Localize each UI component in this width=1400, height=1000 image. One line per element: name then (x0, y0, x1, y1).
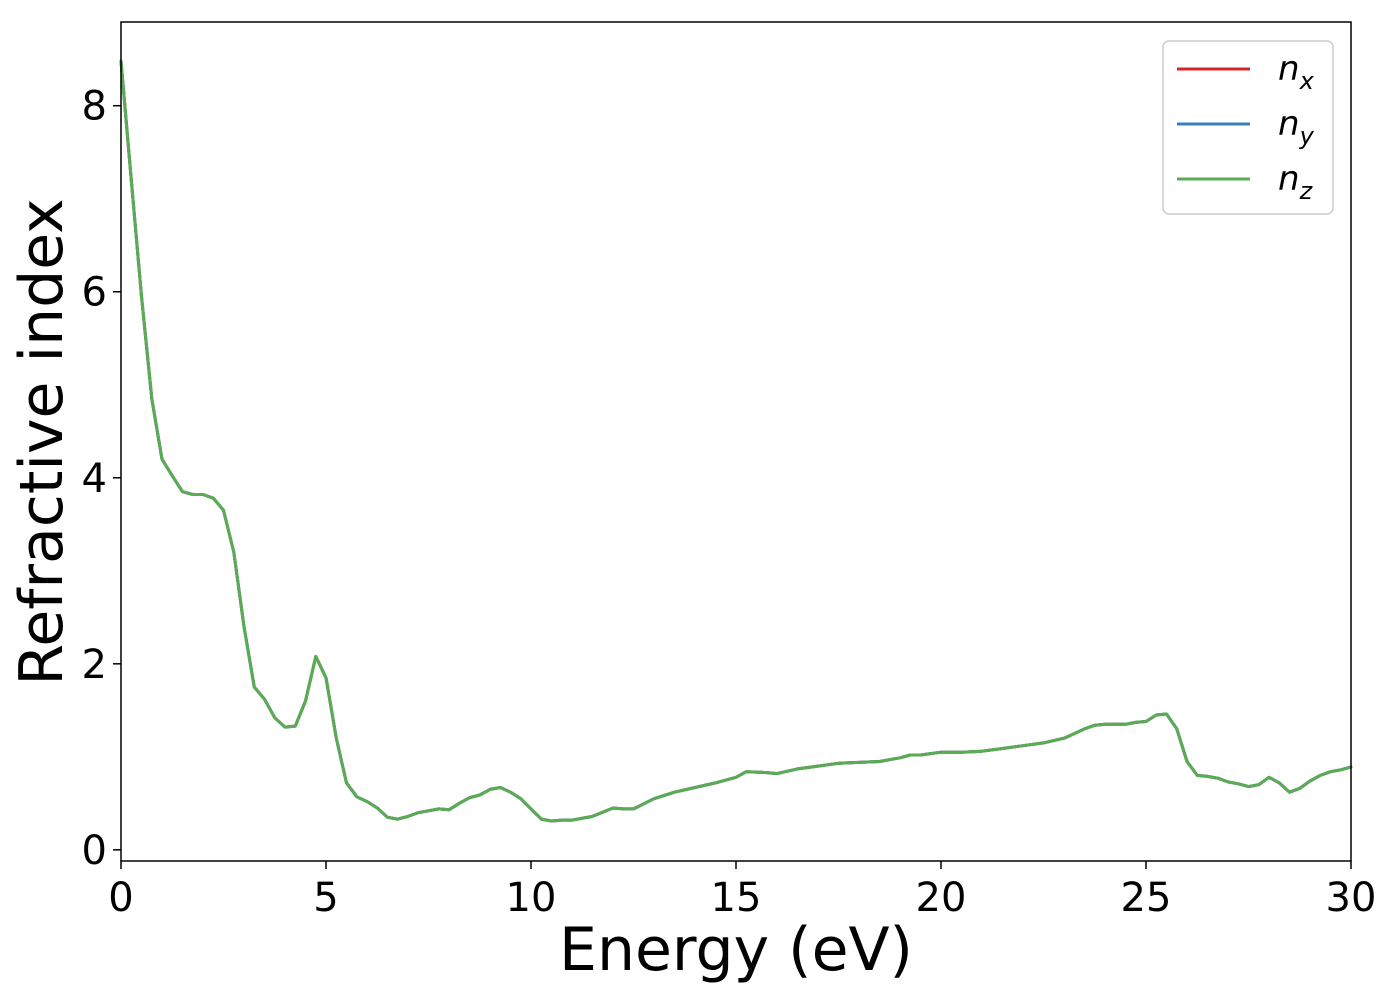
x-tick-label: 5 (313, 875, 338, 921)
series-line-z (119, 59, 1353, 823)
y-axis-ticks: 0 2 4 6 8 (82, 84, 121, 874)
y-tick-label: 6 (82, 270, 107, 316)
x-tick-label: 20 (916, 875, 967, 921)
x-tick-label: 30 (1326, 875, 1377, 921)
series-group (119, 59, 1353, 823)
x-tick-label: 0 (108, 875, 133, 921)
y-tick-label: 2 (82, 642, 107, 688)
x-tick-label: 10 (506, 875, 557, 921)
y-tick-label: 4 (82, 456, 107, 502)
legend-label-y: ny (1278, 104, 1315, 150)
y-tick-label: 0 (82, 828, 107, 874)
legend: nx ny nz (1162, 40, 1334, 215)
legend-box (1162, 40, 1334, 215)
legend-label-z: nz (1278, 159, 1314, 205)
x-axis-label: Energy (eV) (559, 915, 913, 985)
x-tick-label: 15 (711, 875, 762, 921)
x-axis-ticks: 0 5 10 15 20 25 30 (108, 861, 1376, 921)
y-tick-label: 8 (82, 84, 107, 130)
y-axis-label: Refractive index (7, 198, 77, 685)
x-tick-label: 25 (1121, 875, 1172, 921)
legend-label-x: nx (1278, 49, 1315, 95)
